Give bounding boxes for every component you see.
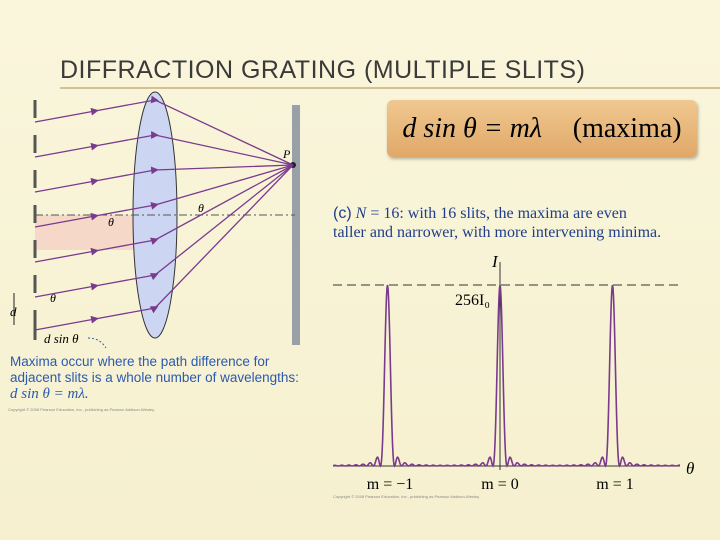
- caption-text: = 16: with 16 slits, the maxima are even…: [333, 205, 662, 241]
- caption-text: Maxima occur where the path difference f…: [10, 354, 299, 385]
- order-label: m = −1: [367, 476, 414, 493]
- left-caption: Maxima occur where the path difference f…: [10, 354, 310, 402]
- axis-label: I: [491, 252, 499, 271]
- label: θ: [50, 291, 56, 305]
- label: θ: [198, 201, 204, 215]
- credit: Copyright © 2008 Pearson Education, Inc.…: [333, 494, 480, 499]
- ray: [34, 164, 294, 298]
- lens-diagram: P θ θ θ d d sin θ: [10, 91, 300, 349]
- label: d sin θ: [44, 331, 79, 346]
- screen: [292, 105, 300, 345]
- order-label: m = 0: [481, 476, 518, 493]
- label: P: [282, 147, 291, 161]
- formula-box: d sin θ = mλ (maxima): [387, 100, 697, 157]
- equation: d sin θ = mλ: [402, 112, 543, 144]
- peak-label: 256I₀: [455, 292, 490, 309]
- ray: [34, 95, 294, 166]
- axis-label: θ: [686, 459, 694, 478]
- credit: Copyright © 2008 Pearson Education, Inc.…: [8, 407, 155, 412]
- order-label: m = 1: [596, 476, 633, 493]
- ray: [34, 164, 294, 228]
- caption-variable: N: [355, 205, 367, 222]
- ray: [34, 164, 294, 331]
- equation-note: (maxima): [572, 112, 682, 144]
- intensity-plot: I 256I₀ θ m = −1 m = 0 m = 1: [332, 252, 694, 493]
- label: θ: [108, 215, 114, 229]
- right-caption: (c) N = 16: with 16 slits, the maxima ar…: [333, 204, 663, 242]
- caption-tag: (c): [333, 205, 352, 222]
- ray: [34, 164, 294, 193]
- ray: [34, 164, 294, 263]
- intensity-curve: [332, 284, 681, 468]
- caption-equation: d sin θ = mλ.: [10, 386, 89, 402]
- ray: [34, 131, 294, 166]
- slide-title: DIFFRACTION GRATING (MULTIPLE SLITS): [60, 56, 586, 84]
- callout: [87, 337, 107, 349]
